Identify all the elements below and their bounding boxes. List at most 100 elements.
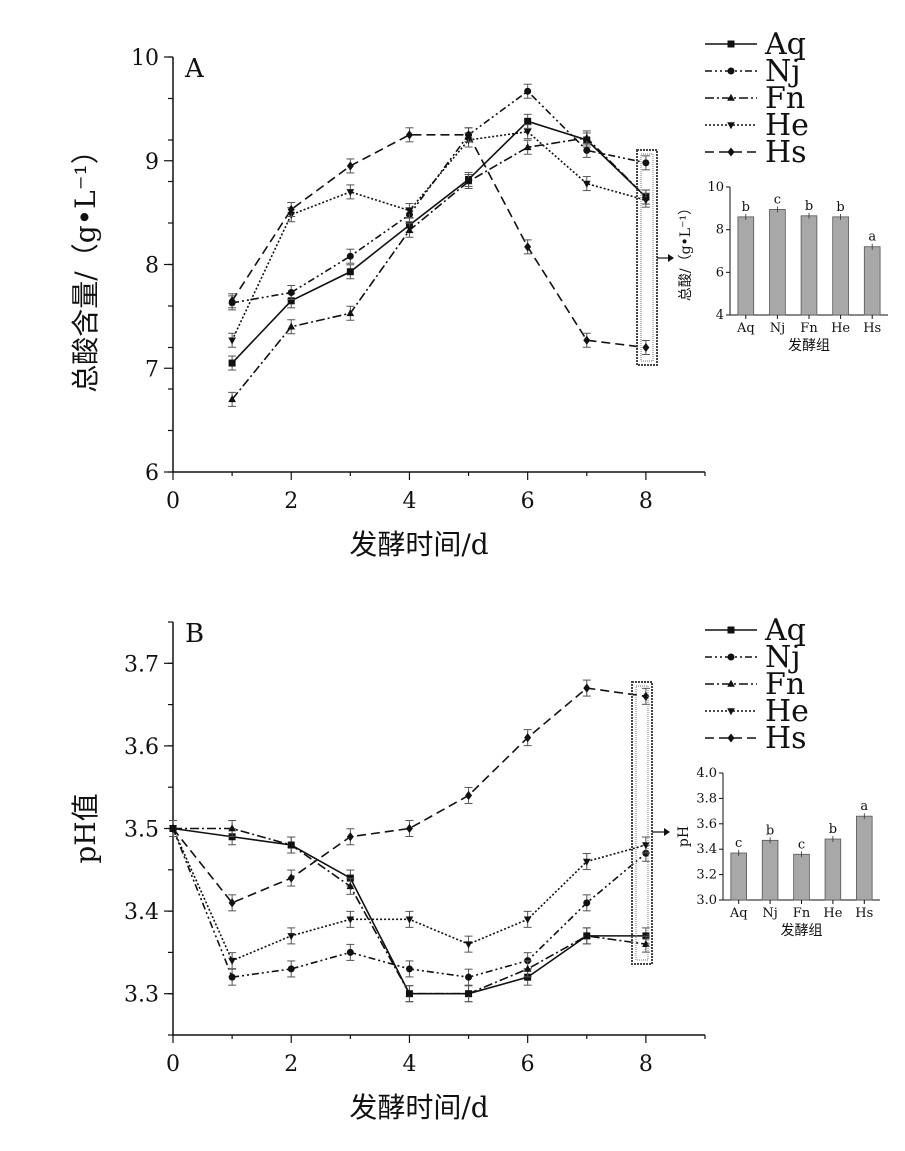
x-tick-label: 4 — [402, 1052, 416, 1077]
x-tick-label: 6 — [521, 489, 535, 514]
data-point-Fn — [228, 824, 236, 832]
data-point-Hs — [287, 873, 295, 883]
inset-significance-letter: b — [836, 200, 844, 215]
legend-label-Aq: Aq — [764, 613, 806, 648]
highlight-box-inner — [635, 685, 649, 961]
y-tick-label: 3.7 — [124, 652, 159, 677]
y-tick-label: 6 — [145, 461, 159, 486]
x-tick-label: 8 — [639, 1052, 653, 1077]
data-point-Fn — [405, 989, 414, 997]
inset-significance-letter: a — [868, 230, 876, 245]
inset-y-tick-label: 6 — [716, 265, 724, 280]
x-axis-label: 发酵时间/d — [349, 528, 488, 561]
data-point-Nj — [346, 948, 354, 956]
x-axis-label: 发酵时间/d — [349, 1091, 488, 1124]
x-tick-label: 4 — [402, 489, 416, 514]
legend-marker-He — [727, 708, 735, 716]
legend-marker-Nj — [727, 67, 735, 75]
data-point-Hs — [346, 161, 354, 171]
data-point-Fn — [287, 322, 296, 330]
data-point-He — [346, 916, 355, 924]
inset-x-tick-label: Nj — [770, 321, 785, 336]
data-point-Hs — [346, 832, 354, 842]
data-point-Nj — [524, 87, 532, 95]
data-point-Hs — [583, 683, 591, 693]
inset-bar-Aq — [737, 216, 755, 316]
data-point-Fn — [405, 226, 414, 234]
legend-label-He: He — [765, 694, 809, 729]
inset-bar-Aq — [730, 852, 747, 901]
highlight-box-inner — [640, 153, 654, 362]
data-point-Hs — [228, 296, 236, 306]
data-point-Aq — [524, 117, 532, 125]
inset-bar-Fn — [793, 853, 810, 901]
inset-y-tick-label: 3.6 — [696, 817, 717, 832]
legend-label-Fn: Fn — [765, 667, 805, 702]
inset-x-tick-label: He — [831, 321, 850, 336]
data-point-He — [405, 207, 414, 215]
data-point-Nj — [287, 289, 295, 297]
series-line-Hs — [172, 687, 646, 904]
series-line-He — [231, 130, 647, 341]
inset-bar-chart: 4 6 8 10 b Aq c Nj b Fn b He a Hs 发酵组 总酸/（g•L⁻¹） — [678, 180, 888, 354]
data-point-Hs — [169, 823, 177, 834]
data-point-Nj — [465, 973, 473, 981]
inset-y-tick-label: 8 — [716, 223, 724, 238]
data-point-Fn — [464, 989, 473, 997]
series-line-Fn — [231, 137, 647, 400]
x-tick-label: 0 — [166, 1052, 180, 1077]
data-point-Hs — [642, 342, 650, 353]
data-point-Fn — [346, 882, 355, 890]
inset-x-tick-label: He — [823, 906, 842, 921]
data-point-Hs — [524, 733, 532, 743]
legend-label-Hs: Hs — [765, 135, 807, 170]
data-point-Nj — [287, 965, 295, 973]
legend-label-Aq: Aq — [764, 27, 806, 62]
y-tick-label: 10 — [131, 46, 159, 71]
data-point-Nj — [642, 159, 650, 167]
series-line-Hs — [231, 134, 646, 349]
inset-bar-Hs — [863, 246, 881, 316]
panel-letter: B — [185, 619, 204, 649]
data-point-Hs — [465, 790, 473, 801]
inset-y-tick-label: 3.0 — [696, 893, 717, 908]
data-point-Aq — [346, 268, 354, 276]
y-tick-label: 3.3 — [124, 983, 159, 1008]
data-point-Nj — [405, 965, 413, 973]
data-point-Fn — [464, 177, 473, 185]
legend-marker-Aq — [727, 40, 735, 48]
legend-marker-Hs — [727, 147, 735, 157]
data-point-He — [642, 842, 650, 850]
inset-x-axis-label: 发酵组 — [788, 338, 830, 354]
inset-significance-letter: c — [774, 192, 781, 207]
inset-significance-letter: c — [798, 837, 805, 852]
data-point-He — [523, 916, 532, 924]
legend-marker-Fn — [727, 679, 735, 687]
y-tick-label: 3.4 — [124, 900, 159, 925]
highlight-box — [631, 681, 653, 965]
y-axis-label: 总酸含量/（g•L⁻¹） — [69, 136, 102, 392]
data-point-Nj — [583, 146, 591, 154]
x-tick-label: 8 — [639, 489, 653, 514]
inset-significance-letter: c — [735, 836, 742, 851]
series-line-He — [172, 828, 647, 962]
inset-significance-letter: b — [766, 823, 774, 838]
data-point-He — [582, 180, 591, 188]
legend-label-Nj: Nj — [765, 54, 801, 89]
x-tick-label: 6 — [521, 1052, 535, 1077]
x-tick-label: 2 — [284, 1052, 298, 1077]
inset-x-tick-label: Fn — [793, 906, 811, 921]
data-point-Fn — [228, 395, 236, 403]
data-point-Nj — [228, 973, 236, 981]
y-tick-label: 9 — [145, 150, 159, 175]
inset-x-tick-label: Aq — [729, 906, 748, 921]
data-point-Hs — [524, 242, 532, 252]
data-point-Hs — [228, 898, 236, 908]
data-point-He — [405, 916, 414, 924]
data-point-Hs — [583, 335, 591, 345]
data-point-Fn — [642, 939, 650, 947]
data-point-Fn — [582, 133, 591, 141]
inset-y-tick-label: 3.2 — [696, 868, 717, 883]
inset-significance-letter: b — [829, 822, 837, 837]
